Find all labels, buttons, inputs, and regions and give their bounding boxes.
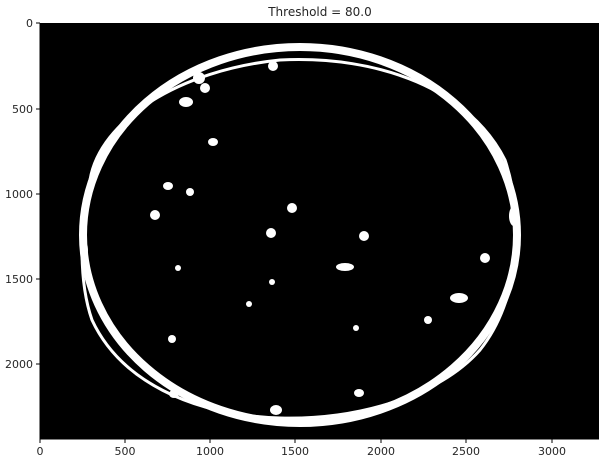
binary-mask — [79, 43, 521, 427]
blob — [424, 316, 432, 324]
x-tick-label: 500 — [115, 445, 136, 458]
blob — [169, 390, 179, 398]
blob — [193, 72, 205, 84]
x-tick-label: 3000 — [538, 445, 566, 458]
blob — [246, 301, 252, 307]
blob — [450, 293, 468, 303]
blob — [200, 83, 210, 93]
blob — [208, 138, 218, 146]
blob — [186, 188, 194, 196]
blob — [480, 253, 490, 263]
blob — [353, 325, 359, 331]
axes — [39, 23, 599, 440]
blob — [336, 263, 354, 271]
x-tick-label: 2000 — [367, 445, 395, 458]
blob — [179, 97, 193, 107]
y-tick-label: 1500 — [5, 273, 33, 286]
y-tick-label: 1000 — [5, 188, 33, 201]
blob — [270, 405, 282, 415]
y-tick-label: 2000 — [5, 358, 33, 371]
y-ticks: 0 500 1000 1500 2000 — [5, 17, 40, 371]
blob — [269, 279, 275, 285]
x-ticks: 0 500 1000 1500 2000 2500 3000 — [37, 439, 566, 458]
blob — [359, 231, 369, 241]
x-tick-label: 1000 — [196, 445, 224, 458]
blob — [175, 265, 181, 271]
blob — [354, 389, 364, 397]
figure-title: Threshold = 80.0 — [267, 5, 372, 19]
x-tick-label: 0 — [37, 445, 44, 458]
blob — [80, 241, 88, 259]
blob — [268, 61, 278, 71]
inner-ring-edge — [80, 58, 518, 420]
y-tick-label: 500 — [12, 103, 33, 116]
blob — [150, 210, 160, 220]
y-tick-label: 0 — [26, 17, 33, 30]
blob — [168, 335, 176, 343]
x-tick-label: 2500 — [452, 445, 480, 458]
x-tick-label: 1500 — [281, 445, 309, 458]
blob — [266, 228, 276, 238]
blob — [509, 206, 519, 226]
blob — [287, 203, 297, 213]
blob — [163, 182, 173, 190]
